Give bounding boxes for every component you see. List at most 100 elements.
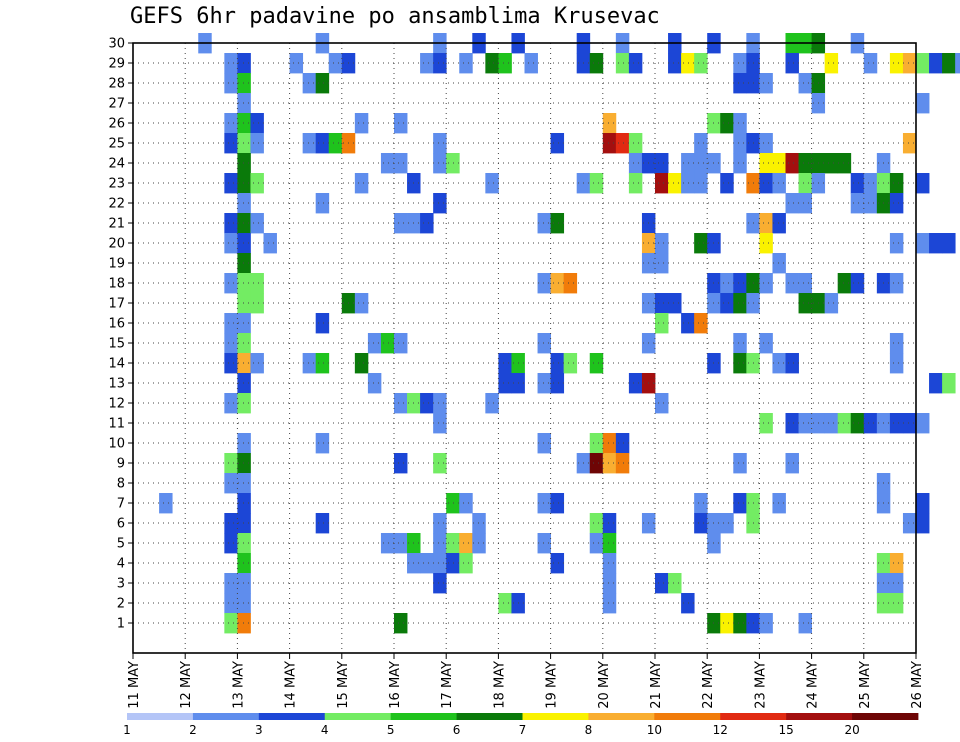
heatmap-cell [681,313,695,334]
heatmap-cell [889,193,904,214]
heatmap-cell [655,153,669,174]
heatmap-cell [394,613,408,634]
heatmap-cell [302,353,317,374]
heatmap-cell [733,353,747,374]
heatmap-cell [837,273,852,294]
heatmap-cell [589,53,604,74]
heatmap-cell [537,433,551,454]
heatmap-cell [772,353,786,374]
heatmap-cell [224,233,238,254]
heatmap-cell [720,613,734,634]
heatmap-cell [863,193,878,214]
y-tick-label: 20 [108,237,125,252]
heatmap-cell [459,493,473,514]
heatmap-cell [237,433,251,454]
heatmap-cell [433,413,447,434]
heatmap-cell [237,53,251,74]
heatmap-cell [602,113,617,134]
heatmap-cell [498,373,512,394]
heatmap-cell [824,293,839,314]
legend-label: 6 [453,723,461,737]
x-tick-label: 22 MAY [701,661,716,709]
heatmap-cell [694,513,708,534]
legend-label: 20 [844,723,859,737]
heatmap-cell [798,273,812,294]
heatmap-cell [681,593,695,614]
legend-label: 10 [647,723,662,737]
heatmap-cell [785,413,799,434]
heatmap-cell [889,413,904,434]
heatmap-cell [655,293,669,314]
heatmap-cell [681,53,695,74]
y-tick-label: 2 [117,597,125,612]
heatmap-cell [759,133,773,154]
heatmap-cell [237,593,251,614]
heatmap-cell [433,393,447,414]
heatmap-cell [668,53,682,74]
heatmap-cell [394,393,408,414]
heatmap-cell [537,533,551,554]
heatmap-cell [785,193,799,214]
heatmap-cell [889,233,904,254]
heatmap-cell [681,173,695,194]
heatmap-cell [863,173,878,194]
heatmap-cell [237,233,251,254]
heatmap-cell [733,293,747,314]
heatmap-cell [237,333,251,354]
heatmap-cell [224,573,238,594]
heatmap-cell [889,173,904,194]
heatmap-cell [759,173,773,194]
heatmap-cell [916,173,930,194]
heatmap-cell [720,293,734,314]
heatmap-cell [929,373,943,394]
heatmap-cell [394,153,408,174]
heatmap-cell [615,453,630,474]
heatmap-cell [394,333,408,354]
color-legend: 1 2 3 4 5 6 7 8 10 12 15 20 [123,713,919,737]
heatmap-cell [889,353,904,374]
heatmap-cell [759,333,773,354]
heatmap-cell [315,353,330,374]
heatmap-cell [772,173,786,194]
heatmap-cell [237,373,251,394]
heatmap-cell [420,53,434,74]
heatmap-cell [250,353,264,374]
heatmap-cell [459,533,473,554]
heatmap-cell [315,433,330,454]
legend-swatch [456,713,523,720]
heatmap-cell [889,593,904,614]
y-tick-label: 23 [108,177,125,192]
y-tick-label: 26 [108,117,125,132]
y-tick-label: 24 [108,157,125,172]
heatmap-cell [237,453,251,474]
y-tick-label: 8 [117,477,125,492]
heatmap-cell [733,53,747,74]
heatmap-cell [850,193,865,214]
heatmap-cell [224,393,238,414]
legend-swatch [588,713,655,720]
heatmap-cell [224,213,238,234]
heatmap-cell [433,153,447,174]
heatmap-cell [655,313,669,334]
heatmap-cell [902,133,917,154]
legend-swatch [127,713,194,720]
heatmap-cell [302,73,317,94]
heatmap-cell [250,273,264,294]
legend-swatch [324,713,392,720]
heatmap-cell [720,513,734,534]
heatmap-cell [772,213,786,234]
heatmap-cell [889,553,904,574]
heatmap-cell [537,273,551,294]
heatmap-cell [354,293,369,314]
plot-frame [132,42,917,654]
heatmap-cell [237,353,251,374]
heatmap-cell [237,153,251,174]
heatmap-cell [224,613,238,634]
heatmap-cell [315,73,330,94]
heatmap-cell [237,533,251,554]
heatmap-cell [850,173,865,194]
x-tick-label: 14 MAY [284,661,299,709]
heatmap-cell [394,453,408,474]
heatmap-cell [602,513,617,534]
heatmap-cell [916,93,930,114]
